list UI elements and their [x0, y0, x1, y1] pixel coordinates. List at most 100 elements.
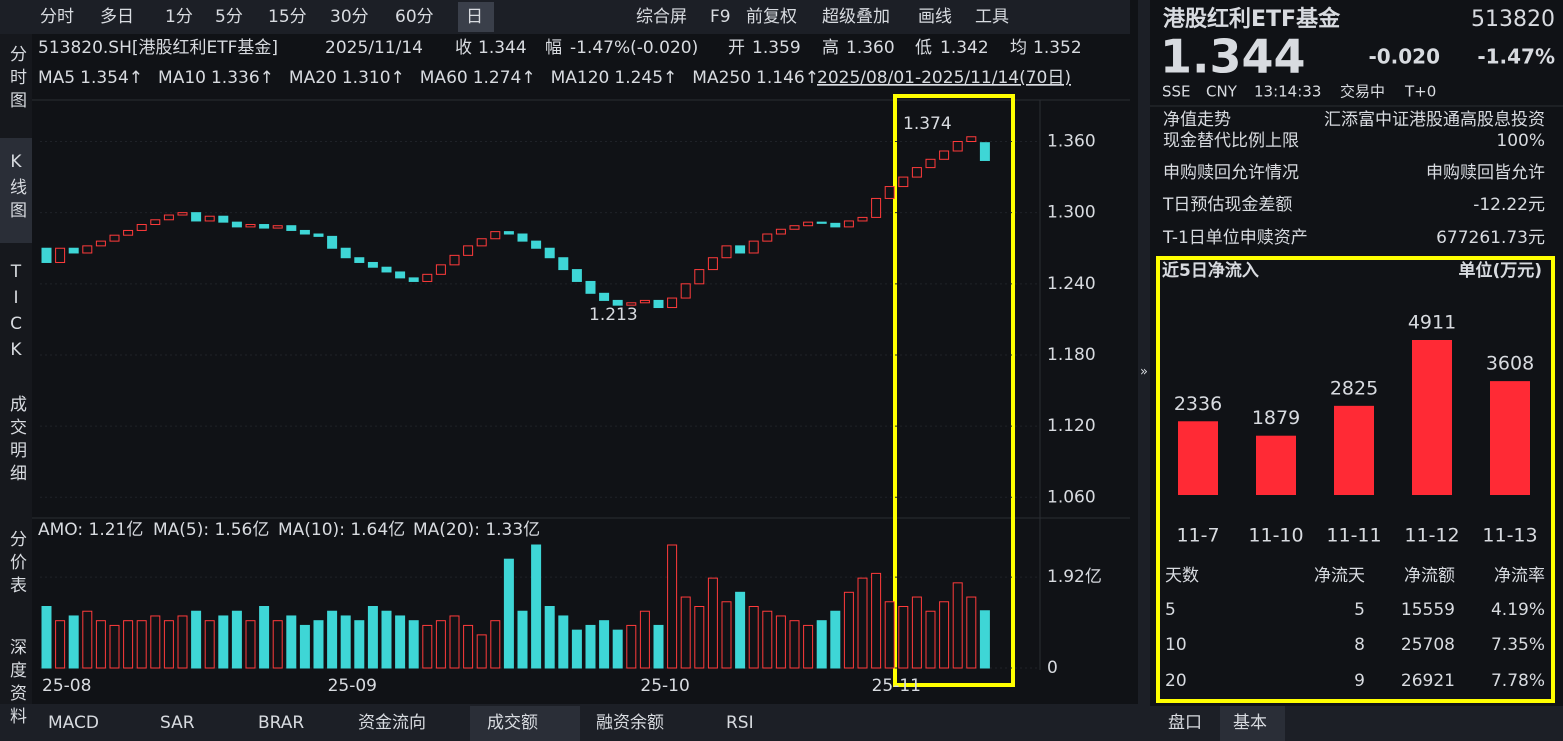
bottom-tab[interactable]: SAR	[160, 713, 195, 733]
ma-name: MA60	[420, 68, 468, 88]
volume-bar	[218, 615, 229, 669]
candle-body	[803, 221, 814, 227]
period-button[interactable]: 多日	[100, 7, 134, 27]
volume-bar	[558, 615, 569, 669]
period-button[interactable]: 5分	[215, 7, 243, 27]
volume-bar	[544, 606, 555, 669]
tool-button[interactable]: 综合屏	[636, 7, 687, 27]
info-tab[interactable]: 净值走势	[1163, 110, 1231, 130]
table-cell: 8	[1354, 635, 1365, 655]
table-cell: 7.35%	[1491, 635, 1545, 655]
volume-bar	[435, 620, 446, 669]
candle-body	[843, 220, 854, 228]
table-cell: 4.19%	[1491, 600, 1545, 620]
ma-name: MA20	[289, 68, 337, 88]
candle-body	[82, 245, 93, 254]
fund-name: 港股红利ETF基金	[1163, 6, 1341, 32]
data-label: 3608	[1486, 353, 1534, 375]
volume-bar	[272, 620, 283, 669]
y-tick-label: 1.240	[1047, 274, 1096, 294]
side-tab[interactable]: 深度资料	[6, 638, 27, 730]
volume-bar	[422, 624, 433, 669]
volume-bar	[707, 577, 718, 669]
side-tab[interactable]: TICK	[6, 262, 26, 366]
candle-body	[979, 142, 990, 161]
side-tab[interactable]: 成交明细	[6, 395, 27, 487]
candle-body	[259, 224, 270, 229]
side-tab[interactable]: K线图	[6, 152, 27, 224]
candle-body	[911, 167, 922, 178]
candle-body	[136, 224, 147, 231]
volume-bar	[95, 620, 106, 669]
candle-body	[55, 247, 66, 263]
toolbar	[0, 0, 1130, 34]
info-tab[interactable]: 汇添富中证港股通高股息投资	[1324, 110, 1545, 130]
volume-bar	[82, 610, 93, 669]
period-button[interactable]: 分时	[40, 7, 74, 27]
panel-tabs	[1150, 706, 1563, 741]
volume-bar	[517, 610, 528, 669]
tool-button[interactable]: 前复权	[746, 7, 797, 27]
tool-button[interactable]: F9	[710, 7, 731, 27]
side-tab[interactable]: 分价表	[6, 530, 27, 599]
candle-body	[476, 238, 487, 247]
quote-field: 1.352	[1033, 38, 1082, 58]
info-label: T日预估现金差额	[1162, 195, 1292, 215]
candle-body	[95, 240, 106, 247]
side-tab[interactable]: 分时图	[6, 45, 27, 114]
period-button[interactable]: 15分	[268, 7, 307, 27]
volume-bar	[979, 610, 990, 669]
volume-bar	[911, 596, 922, 669]
bottom-tab[interactable]: RSI	[726, 713, 754, 733]
ma-value: 1.274↑	[473, 68, 536, 88]
period-button[interactable]: 1分	[165, 7, 193, 27]
quote-field: -1.47%(-0.020)	[570, 38, 698, 58]
volume-bar	[830, 610, 841, 669]
candle-body	[585, 280, 596, 294]
volume-bar	[299, 624, 310, 669]
volume-bar	[55, 620, 66, 669]
collapse-icon[interactable]: »	[1140, 365, 1148, 380]
bottom-tab[interactable]: 成交额	[487, 713, 538, 733]
quote-field: 开	[728, 38, 745, 58]
panel-tab[interactable]: 盘口	[1168, 713, 1202, 733]
ma-name: MA120	[551, 68, 610, 88]
bottom-tab[interactable]: MACD	[48, 713, 99, 733]
period-button[interactable]: 30分	[330, 7, 369, 27]
volume-bar	[109, 624, 120, 669]
volume-bar	[735, 591, 746, 669]
volume-bar	[626, 624, 637, 669]
candle-body	[612, 299, 623, 306]
table-cell: 10	[1165, 635, 1187, 655]
volume-bar	[694, 606, 705, 669]
panel-tab[interactable]: 基本	[1233, 713, 1267, 733]
change: -0.020	[1368, 45, 1440, 69]
table-header: 天数	[1165, 566, 1199, 586]
volume-bar	[585, 624, 596, 669]
volume-bar	[449, 615, 460, 669]
period-button[interactable]: 日	[466, 7, 483, 27]
annotation: 1.374	[903, 114, 952, 134]
info-label: T-1日单位申赎资产	[1162, 228, 1308, 248]
tool-button[interactable]: 工具	[975, 7, 1009, 27]
bottom-tab[interactable]: BRAR	[258, 713, 304, 733]
candle-body	[381, 266, 392, 273]
candle-body	[952, 141, 963, 152]
volume-bar	[939, 601, 950, 669]
tool-button[interactable]: 超级叠加	[822, 7, 890, 27]
volume-bar	[463, 624, 474, 669]
x-tick-label: 11-11	[1326, 525, 1381, 547]
table-cell: 7.78%	[1491, 671, 1545, 691]
volume-bar	[381, 610, 392, 669]
candle-body	[762, 233, 773, 242]
x-tick-label: 11-7	[1176, 525, 1219, 547]
bottom-tab[interactable]: 资金流向	[358, 713, 426, 733]
volume-bar	[721, 601, 732, 669]
quote-field: 1.344	[478, 38, 527, 58]
period-button[interactable]: 60分	[395, 7, 434, 27]
bottom-tab[interactable]: 融资余额	[596, 713, 664, 733]
table-cell: 5	[1354, 600, 1365, 620]
table-cell: 25708	[1401, 635, 1455, 655]
tool-button[interactable]: 画线	[918, 7, 952, 27]
